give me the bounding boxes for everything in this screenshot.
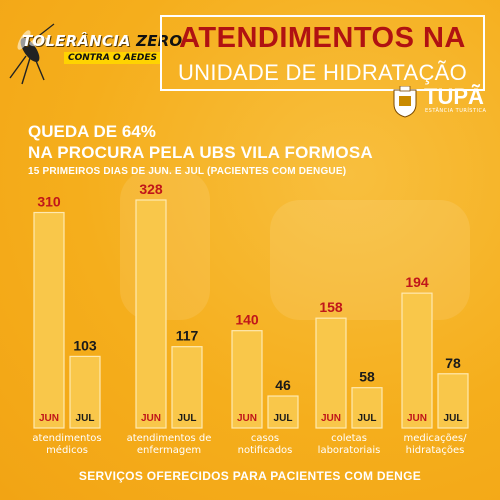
page-title: ATENDIMENTOS NA <box>179 22 466 54</box>
category-label: notificados <box>238 445 293 456</box>
data-label: 310 <box>37 194 61 210</box>
category-label: enfermagem <box>137 445 201 456</box>
footer-text: SERVIÇOS OFERECIDOS PARA PACIENTES COM D… <box>78 469 422 483</box>
bar-jul <box>351 387 383 429</box>
category-label: coletas <box>331 433 367 444</box>
bar-jun <box>315 317 347 429</box>
series-label: JUL <box>274 413 293 424</box>
data-label: 103 <box>73 337 97 353</box>
bar-jul <box>69 355 101 429</box>
category-label: atendimentos <box>32 433 101 444</box>
data-label: 117 <box>176 328 199 344</box>
bar-jun <box>33 211 65 429</box>
background-photo-shape <box>270 200 470 320</box>
campaign-title: TOLERÂNCIA ZERO <box>22 32 182 50</box>
series-label: JUL <box>178 413 197 424</box>
category-label: hidratações <box>406 445 465 456</box>
campaign-title-zero: ZERO <box>136 32 183 50</box>
data-label: 58 <box>359 369 375 385</box>
title-frame <box>160 15 485 91</box>
series-label: JUN <box>237 413 257 424</box>
headline-drop: QUEDA DE 64% <box>28 122 156 141</box>
bar-jul <box>267 395 299 429</box>
category-label: medicações/ <box>404 433 468 444</box>
bar-jul <box>437 373 469 429</box>
category-label: casos <box>251 433 279 444</box>
series-label: JUN <box>39 413 59 424</box>
campaign-title-part: TOLERÂNCIA <box>22 32 131 50</box>
page-subtitle: UNIDADE DE HIDRATAÇÃO <box>177 60 468 85</box>
series-label: JUL <box>358 413 377 424</box>
category-label: médicos <box>46 444 88 456</box>
bar-jun <box>401 292 433 429</box>
chart-subtitle: 15 PRIMEIROS DIAS DE JUN. E JUL (PACIENT… <box>28 166 347 177</box>
campaign-logo: TOLERÂNCIA ZERO CONTRA O AEDES <box>8 22 182 92</box>
city-tagline: ESTÂNCIA TURÍSTICA <box>425 108 487 114</box>
mosquito-icon <box>9 23 55 85</box>
data-label: 46 <box>275 377 291 393</box>
data-label: 328 <box>139 181 163 197</box>
bar-jun <box>135 199 167 429</box>
series-label: JUN <box>141 413 161 424</box>
bar-jun <box>231 330 263 429</box>
series-label: JUL <box>444 413 463 424</box>
bar-jul <box>171 346 203 429</box>
city-logo: TUPÃ ESTÂNCIA TURÍSTICA <box>388 84 498 118</box>
data-label: 140 <box>235 312 259 328</box>
headline-ubs: NA PROCURA PELA UBS VILA FORMOSA <box>28 143 373 162</box>
city-crest-icon <box>393 86 417 118</box>
series-label: JUN <box>407 413 427 424</box>
series-label: JUN <box>321 413 341 424</box>
data-label: 78 <box>445 355 461 371</box>
data-label: 158 <box>319 299 343 315</box>
campaign-subtitle: CONTRA O AEDES <box>64 52 161 64</box>
data-label: 194 <box>405 274 429 290</box>
series-label: JUL <box>76 413 95 424</box>
city-name: TUPÃ <box>424 84 484 109</box>
category-label: atendimentos de <box>127 433 212 444</box>
category-label: laboratoriais <box>318 445 381 456</box>
